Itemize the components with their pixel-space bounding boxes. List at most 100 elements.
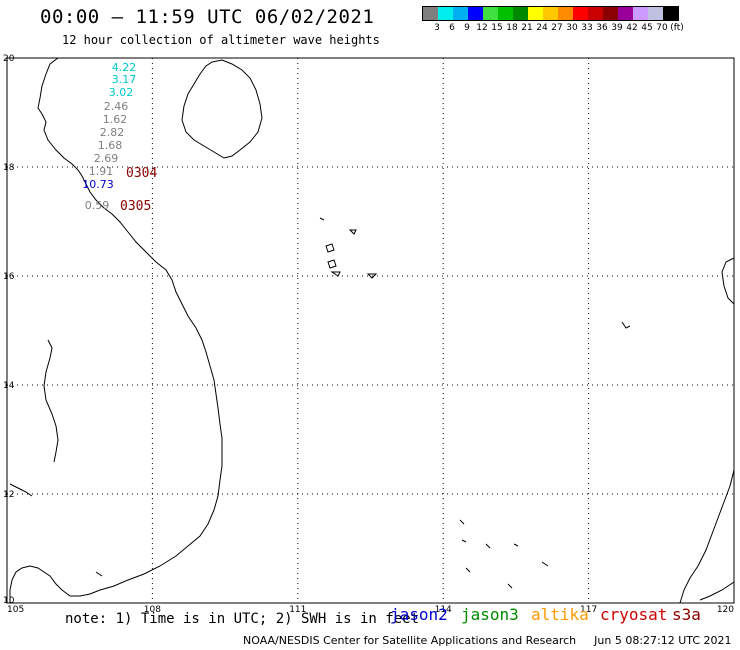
spratly-islet-1	[459, 519, 465, 525]
legend-swatch-12	[603, 7, 618, 20]
legend-swatch-11	[588, 7, 603, 20]
spratly-islet-3	[465, 567, 471, 573]
legend-swatch-4	[483, 7, 498, 20]
legend-swatch-13	[618, 7, 633, 20]
wave-height-value: 1.91	[89, 165, 114, 178]
pass-labels: 0304 0305	[120, 166, 157, 214]
spratly-islet-7	[507, 583, 513, 589]
legend-label-3: 12	[476, 23, 488, 33]
philippines-coastline	[721, 257, 735, 305]
legend-label-11: 36	[596, 23, 608, 33]
observation-values: 4.223.173.022.461.622.821.682.691.9110.7…	[82, 61, 136, 212]
pass-time-label: 0305	[120, 199, 151, 214]
paracel-islet-3	[330, 271, 341, 277]
legend-swatch-6	[513, 7, 528, 20]
legend-swatch-0	[423, 7, 438, 20]
legend-swatch-7	[528, 7, 543, 20]
mission-label-altika: altika	[531, 605, 589, 624]
legend-label-9: 30	[566, 23, 578, 33]
legend-swatch-16	[663, 7, 678, 20]
legend-swatch-3	[468, 7, 483, 20]
longitude-tick-label: 120	[717, 605, 734, 615]
spratly-islet-6	[541, 561, 549, 567]
wave-height-legend: 3 6 9 12 15 18 21 24 27 30 33 36 39 42 45 70 (ft)	[422, 6, 684, 35]
latitude-tick-label: 14	[3, 381, 15, 391]
paracel-islet-2	[327, 259, 337, 269]
mission-label-cryosat: cryosat	[600, 605, 668, 624]
legend-label-8: 27	[551, 23, 563, 33]
longitude-tick-label: 117	[580, 605, 597, 615]
legend-label-10: 33	[581, 23, 593, 33]
vietnam-coastline	[37, 57, 223, 597]
pass-time-label: 0304	[126, 166, 157, 181]
legend-label-1: 6	[449, 23, 455, 33]
legend-color-bar	[422, 6, 679, 21]
legend-label-15: 70	[656, 23, 668, 33]
wave-height-value: 0.59	[85, 199, 110, 212]
legend-label-7: 24	[536, 23, 548, 33]
mekong-delta-coast	[9, 565, 71, 603]
mission-label-jason2: jason2	[390, 605, 448, 624]
legend-label-14: 45	[641, 23, 653, 33]
footer-note: note: 1) Time is in UTC; 2) SWH is in fe…	[65, 611, 420, 627]
spratly-islet-4	[485, 543, 491, 549]
legend-label-5: 18	[506, 23, 518, 33]
wave-height-value: 1.62	[103, 113, 128, 126]
legend-label-16: (ft)	[670, 23, 684, 33]
legend-swatch-10	[573, 7, 588, 20]
spratly-islet-2	[461, 539, 467, 543]
legend-swatch-14	[633, 7, 648, 20]
legend-swatch-15	[648, 7, 663, 20]
legend-labels: 3 6 9 12 15 18 21 24 27 30 33 36 39 42 45 70 (ft)	[422, 21, 684, 35]
longitude-labels: 105 108 111 114 117 120	[7, 605, 734, 615]
wave-height-value: 2.46	[104, 100, 129, 113]
wave-height-value: 10.73	[82, 178, 114, 191]
legend-label-0: 3	[434, 23, 440, 33]
borneo-coast	[699, 581, 735, 601]
legend-swatch-5	[498, 7, 513, 20]
legend-label-4: 15	[491, 23, 503, 33]
legend-label-12: 39	[611, 23, 623, 33]
latitude-tick-label: 12	[3, 490, 14, 500]
legend-label-2: 9	[464, 23, 470, 33]
con-dao-islet	[95, 571, 103, 577]
latitude-tick-label: 16	[3, 272, 15, 282]
coastlines	[9, 57, 735, 604]
cambodia-coastline	[9, 483, 33, 497]
wave-height-value: 3.17	[112, 73, 137, 86]
timestamp: Jun 5 08:27:12 UTC 2021	[594, 634, 732, 647]
legend-label-6: 21	[521, 23, 533, 33]
latitude-tick-label: 20	[3, 54, 15, 64]
paracel-islet-5	[366, 273, 378, 279]
longitude-tick-label: 111	[289, 605, 306, 615]
wave-height-value: 3.02	[109, 86, 134, 99]
legend-swatch-8	[543, 7, 558, 20]
mission-label-s3a: s3a	[672, 605, 701, 624]
wave-height-value: 2.82	[100, 126, 125, 139]
legend-swatch-1	[438, 7, 453, 20]
footer-credit: NOAA/NESDIS Center for Satellite Applica…	[243, 634, 732, 647]
islet-6	[319, 217, 325, 221]
gulf-coastline	[43, 339, 59, 463]
credit-text: NOAA/NESDIS Center for Satellite Applica…	[243, 634, 577, 647]
legend-swatch-9	[558, 7, 573, 20]
longitude-tick-label: 108	[144, 605, 161, 615]
spratly-islet-5	[513, 543, 519, 547]
hainan-island	[181, 59, 263, 159]
latitude-labels: 10 12 14 16 18 20	[3, 54, 15, 606]
latitude-tick-label: 10	[3, 596, 15, 606]
map-grid	[7, 58, 734, 603]
legend-swatch-2	[453, 7, 468, 20]
islet-7	[621, 321, 631, 329]
page-title: 00:00 – 11:59 UTC 06/02/2021	[40, 6, 375, 28]
paracel-islet-1	[325, 243, 335, 253]
longitude-tick-label: 114	[435, 605, 452, 615]
longitude-tick-label: 105	[7, 605, 24, 615]
wave-height-value: 2.69	[94, 152, 119, 165]
latitude-tick-label: 18	[3, 163, 15, 173]
wave-height-value: 1.68	[98, 139, 123, 152]
map-frame	[6, 57, 735, 604]
legend-label-13: 42	[626, 23, 638, 33]
palawan-coastline	[679, 469, 735, 604]
